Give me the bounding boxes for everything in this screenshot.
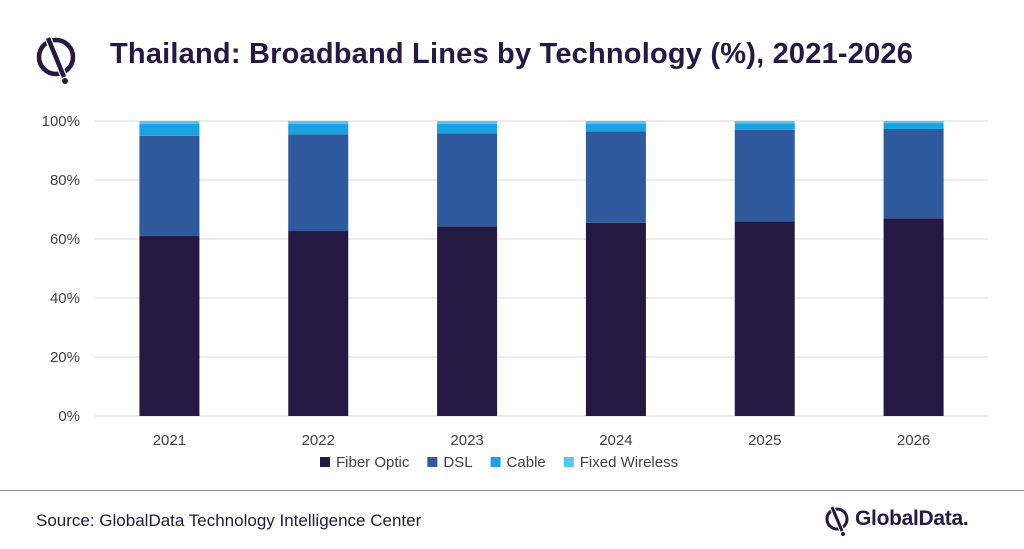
bar-segment [288, 134, 349, 232]
bar-segment [585, 123, 646, 132]
x-tick-label: 2026 [897, 432, 930, 449]
x-tick-label: 2024 [599, 432, 632, 449]
stacked-bar-chart: 0% 20% 40% 60% 80% 100% 2021 2022 2023 2024 2025 20… [42, 113, 988, 471]
bar-segment [139, 236, 200, 416]
bar-segment [585, 121, 646, 124]
bar-segment [437, 133, 498, 227]
bar-segment [883, 123, 944, 129]
y-tick-label: 40% [50, 290, 80, 307]
bar-segment [883, 128, 944, 219]
bar-segment [734, 129, 795, 222]
footer-divider [0, 490, 1024, 491]
bar-segment [883, 218, 944, 416]
brand-name: GlobalData. [855, 507, 969, 530]
y-tick-label: 80% [50, 172, 80, 189]
y-tick-label: 20% [50, 349, 80, 366]
legend-swatch [320, 457, 330, 467]
x-tick-label: 2022 [302, 432, 335, 449]
legend-label: Cable [507, 454, 546, 471]
source-note: Source: GlobalData Technology Intelligen… [36, 511, 422, 530]
globaldata-logo-icon [36, 36, 76, 84]
bar-segment [883, 121, 944, 124]
legend-label: DSL [443, 454, 472, 471]
bar-segment [139, 135, 200, 237]
y-tick-label: 100% [42, 113, 80, 130]
y-tick-label: 0% [58, 408, 80, 425]
brand-logo: GlobalData. [825, 503, 1005, 537]
bar-segment [734, 123, 795, 130]
legend-label: Fixed Wireless [580, 454, 678, 471]
bar-segment [734, 221, 795, 416]
legend-label: Fiber Optic [336, 454, 410, 471]
bar-segment [585, 222, 646, 416]
bar-segment [585, 131, 646, 223]
bar-segment [734, 121, 795, 124]
bar-segment [139, 123, 200, 136]
globaldata-mark-icon [825, 506, 849, 536]
bar-segment [288, 123, 349, 135]
bar-segment [437, 226, 498, 416]
y-tick-label: 60% [50, 231, 80, 248]
bar-segment [139, 121, 200, 124]
x-tick-label: 2023 [450, 432, 483, 449]
legend-swatch [490, 457, 501, 467]
x-tick-label: 2021 [153, 432, 186, 449]
legend-swatch [427, 457, 438, 467]
bar-segment [437, 121, 498, 124]
bar-segment [288, 231, 349, 416]
x-tick-label: 2025 [748, 432, 781, 449]
bar-segment [288, 121, 349, 124]
chart-title: Thailand: Broadband Lines by Technology … [110, 38, 914, 70]
legend-swatch [563, 457, 574, 467]
bar-segment [437, 123, 498, 134]
